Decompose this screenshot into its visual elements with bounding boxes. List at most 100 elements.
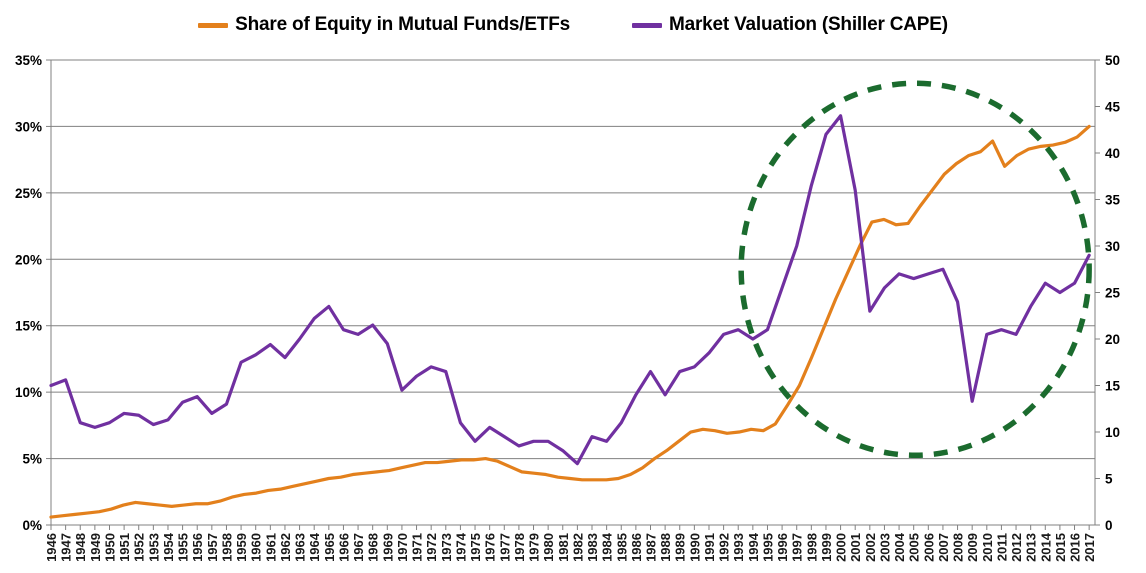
left-axis-tick-label: 10% <box>15 385 42 400</box>
left-axis-tick-label: 5% <box>22 452 42 467</box>
x-axis-tick-label: 2011 <box>994 533 1009 561</box>
x-axis-tick-label: 2009 <box>965 533 980 562</box>
x-axis-tick-label: 1974 <box>453 532 468 562</box>
x-axis-tick-label: 1949 <box>88 533 103 562</box>
x-axis-tick-label: 1979 <box>527 533 542 562</box>
x-axis-tick-label: 1987 <box>643 533 658 562</box>
x-axis-tick-label: 1997 <box>790 533 805 562</box>
x-axis-tick-label: 1957 <box>205 533 220 562</box>
x-axis-tick-label: 1994 <box>746 532 761 562</box>
x-axis-tick-label: 2013 <box>1024 533 1039 562</box>
x-axis-tick-label: 1999 <box>819 533 834 562</box>
x-axis-tick-label: 2012 <box>1009 533 1024 562</box>
x-axis-tick-label: 1981 <box>556 533 571 562</box>
left-axis-tick-label: 15% <box>15 319 42 334</box>
x-axis-tick-label: 1993 <box>731 533 746 562</box>
x-axis-tick-label: 1946 <box>44 533 59 562</box>
x-axis-tick-label: 1995 <box>760 533 775 562</box>
x-axis-tick-label: 1975 <box>468 533 483 562</box>
x-axis-tick-label: 1977 <box>497 533 512 562</box>
x-axis-tick-label: 1985 <box>614 533 629 562</box>
left-axis-tick-label: 30% <box>15 119 42 134</box>
x-axis-tick-label: 2008 <box>951 533 966 562</box>
x-axis-tick-label: 1954 <box>161 532 176 562</box>
left-axis-tick-label: 35% <box>15 53 42 68</box>
x-axis-tick-label: 1969 <box>380 533 395 562</box>
x-axis-tick-label: 2002 <box>863 533 878 562</box>
x-axis-tick-label: 2010 <box>980 533 995 562</box>
series-line-equity-share <box>49 124 1091 519</box>
x-axis-tick-label: 2006 <box>921 533 936 562</box>
x-axis-tick-label: 1978 <box>512 533 527 562</box>
right-axis-tick-label: 30 <box>1105 239 1120 254</box>
legend-label-equity-share: Share of Equity in Mutual Funds/ETFs <box>235 14 570 35</box>
x-axis-tick-label: 1970 <box>395 533 410 562</box>
x-axis-tick-label: 1991 <box>702 533 717 562</box>
x-axis-tick-label: 2000 <box>834 533 849 562</box>
x-axis-tick-label: 1972 <box>424 533 439 562</box>
x-axis-tick-label: 1950 <box>102 533 117 562</box>
x-axis-tick-label: 1965 <box>322 533 337 562</box>
x-axis-tick-label: 1989 <box>673 533 688 562</box>
x-axis-tick-label: 1967 <box>351 533 366 562</box>
x-axis-tick-label: 1955 <box>176 533 191 562</box>
annotations-layer <box>738 80 1092 458</box>
x-axis-tick-label: 1947 <box>59 533 74 562</box>
x-axis-tick-label: 1982 <box>570 533 585 562</box>
x-axis-tick-label: 1986 <box>629 533 644 562</box>
right-axis-tick-label: 10 <box>1105 425 1120 440</box>
x-axis: 1946 1947 1948 1949 1950 1951 1952 1953 1954 1955… <box>44 524 1097 562</box>
highlight-circle <box>738 80 1092 458</box>
right-axis-tick-label: 40 <box>1105 146 1120 161</box>
x-axis-tick-label: 2015 <box>1053 533 1068 562</box>
right-axis: 0 5 10 15 20 25 30 35 40 45 50 <box>1094 53 1121 533</box>
right-axis-tick-label: 25 <box>1105 286 1121 301</box>
legend-item-shiller-cape: Market Valuation (Shiller CAPE) <box>631 14 948 36</box>
x-axis-tick-label: 1990 <box>687 533 702 562</box>
left-axis-tick-label: 20% <box>15 252 42 267</box>
left-axis-tick-label: 25% <box>15 186 42 201</box>
x-axis-tick-label: 1956 <box>190 533 205 562</box>
x-axis-tick-label: 2001 <box>848 533 863 562</box>
x-axis-tick-label: 2014 <box>1038 532 1053 562</box>
legend-swatch-shiller-cape <box>631 22 662 28</box>
legend-label-shiller-cape: Market Valuation (Shiller CAPE) <box>668 14 948 35</box>
series-line-shiller-cape <box>49 114 1091 466</box>
x-axis-tick-label: 1984 <box>600 532 615 562</box>
x-axis-tick-label: 1958 <box>219 533 234 562</box>
x-axis-tick-label: 1952 <box>132 533 147 562</box>
x-axis-tick-label: 1992 <box>717 533 732 562</box>
x-axis-tick-label: 1973 <box>439 533 454 562</box>
x-axis-tick-label: 2007 <box>936 533 951 562</box>
x-axis-tick-label: 1968 <box>366 533 381 562</box>
legend-swatch-equity-share <box>198 22 229 28</box>
x-axis-tick-label: 1963 <box>293 533 308 562</box>
right-axis-tick-label: 5 <box>1105 472 1113 487</box>
right-axis-tick-label: 15 <box>1105 379 1121 394</box>
x-axis-tick-label: 1964 <box>307 532 322 562</box>
x-axis-tick-label: 1951 <box>117 533 132 562</box>
x-axis-tick-label: 1960 <box>249 533 264 562</box>
left-axis-tick-label: 0% <box>22 518 42 533</box>
right-axis-tick-label: 0 <box>1105 518 1113 533</box>
x-axis-tick-label: 1996 <box>775 533 790 562</box>
legend-item-equity-share: Share of Equity in Mutual Funds/ETFs <box>198 14 570 36</box>
x-axis-tick-label: 2005 <box>907 533 922 562</box>
right-axis-tick-label: 20 <box>1105 332 1120 347</box>
chart-legend: Share of Equity in Mutual Funds/ETFs Mar… <box>0 8 1146 42</box>
x-axis-tick-label: 1959 <box>234 533 249 562</box>
x-axis-tick-label: 1980 <box>541 533 556 562</box>
right-axis-tick-label: 35 <box>1105 193 1121 208</box>
series-lines <box>49 114 1091 519</box>
left-axis: 0% 5% 10% 15% 20% 25% 30% 35% <box>15 53 52 533</box>
x-axis-tick-label: 1971 <box>410 533 425 562</box>
x-axis-tick-label: 1953 <box>146 533 161 562</box>
x-axis-tick-label: 2016 <box>1068 533 1083 562</box>
x-axis-tick-label: 1962 <box>278 533 293 562</box>
x-axis-tick-label: 2003 <box>877 533 892 562</box>
right-axis-tick-label: 45 <box>1105 100 1121 115</box>
x-axis-tick-label: 1988 <box>658 533 673 562</box>
x-axis-tick-label: 2017 <box>1082 533 1097 562</box>
